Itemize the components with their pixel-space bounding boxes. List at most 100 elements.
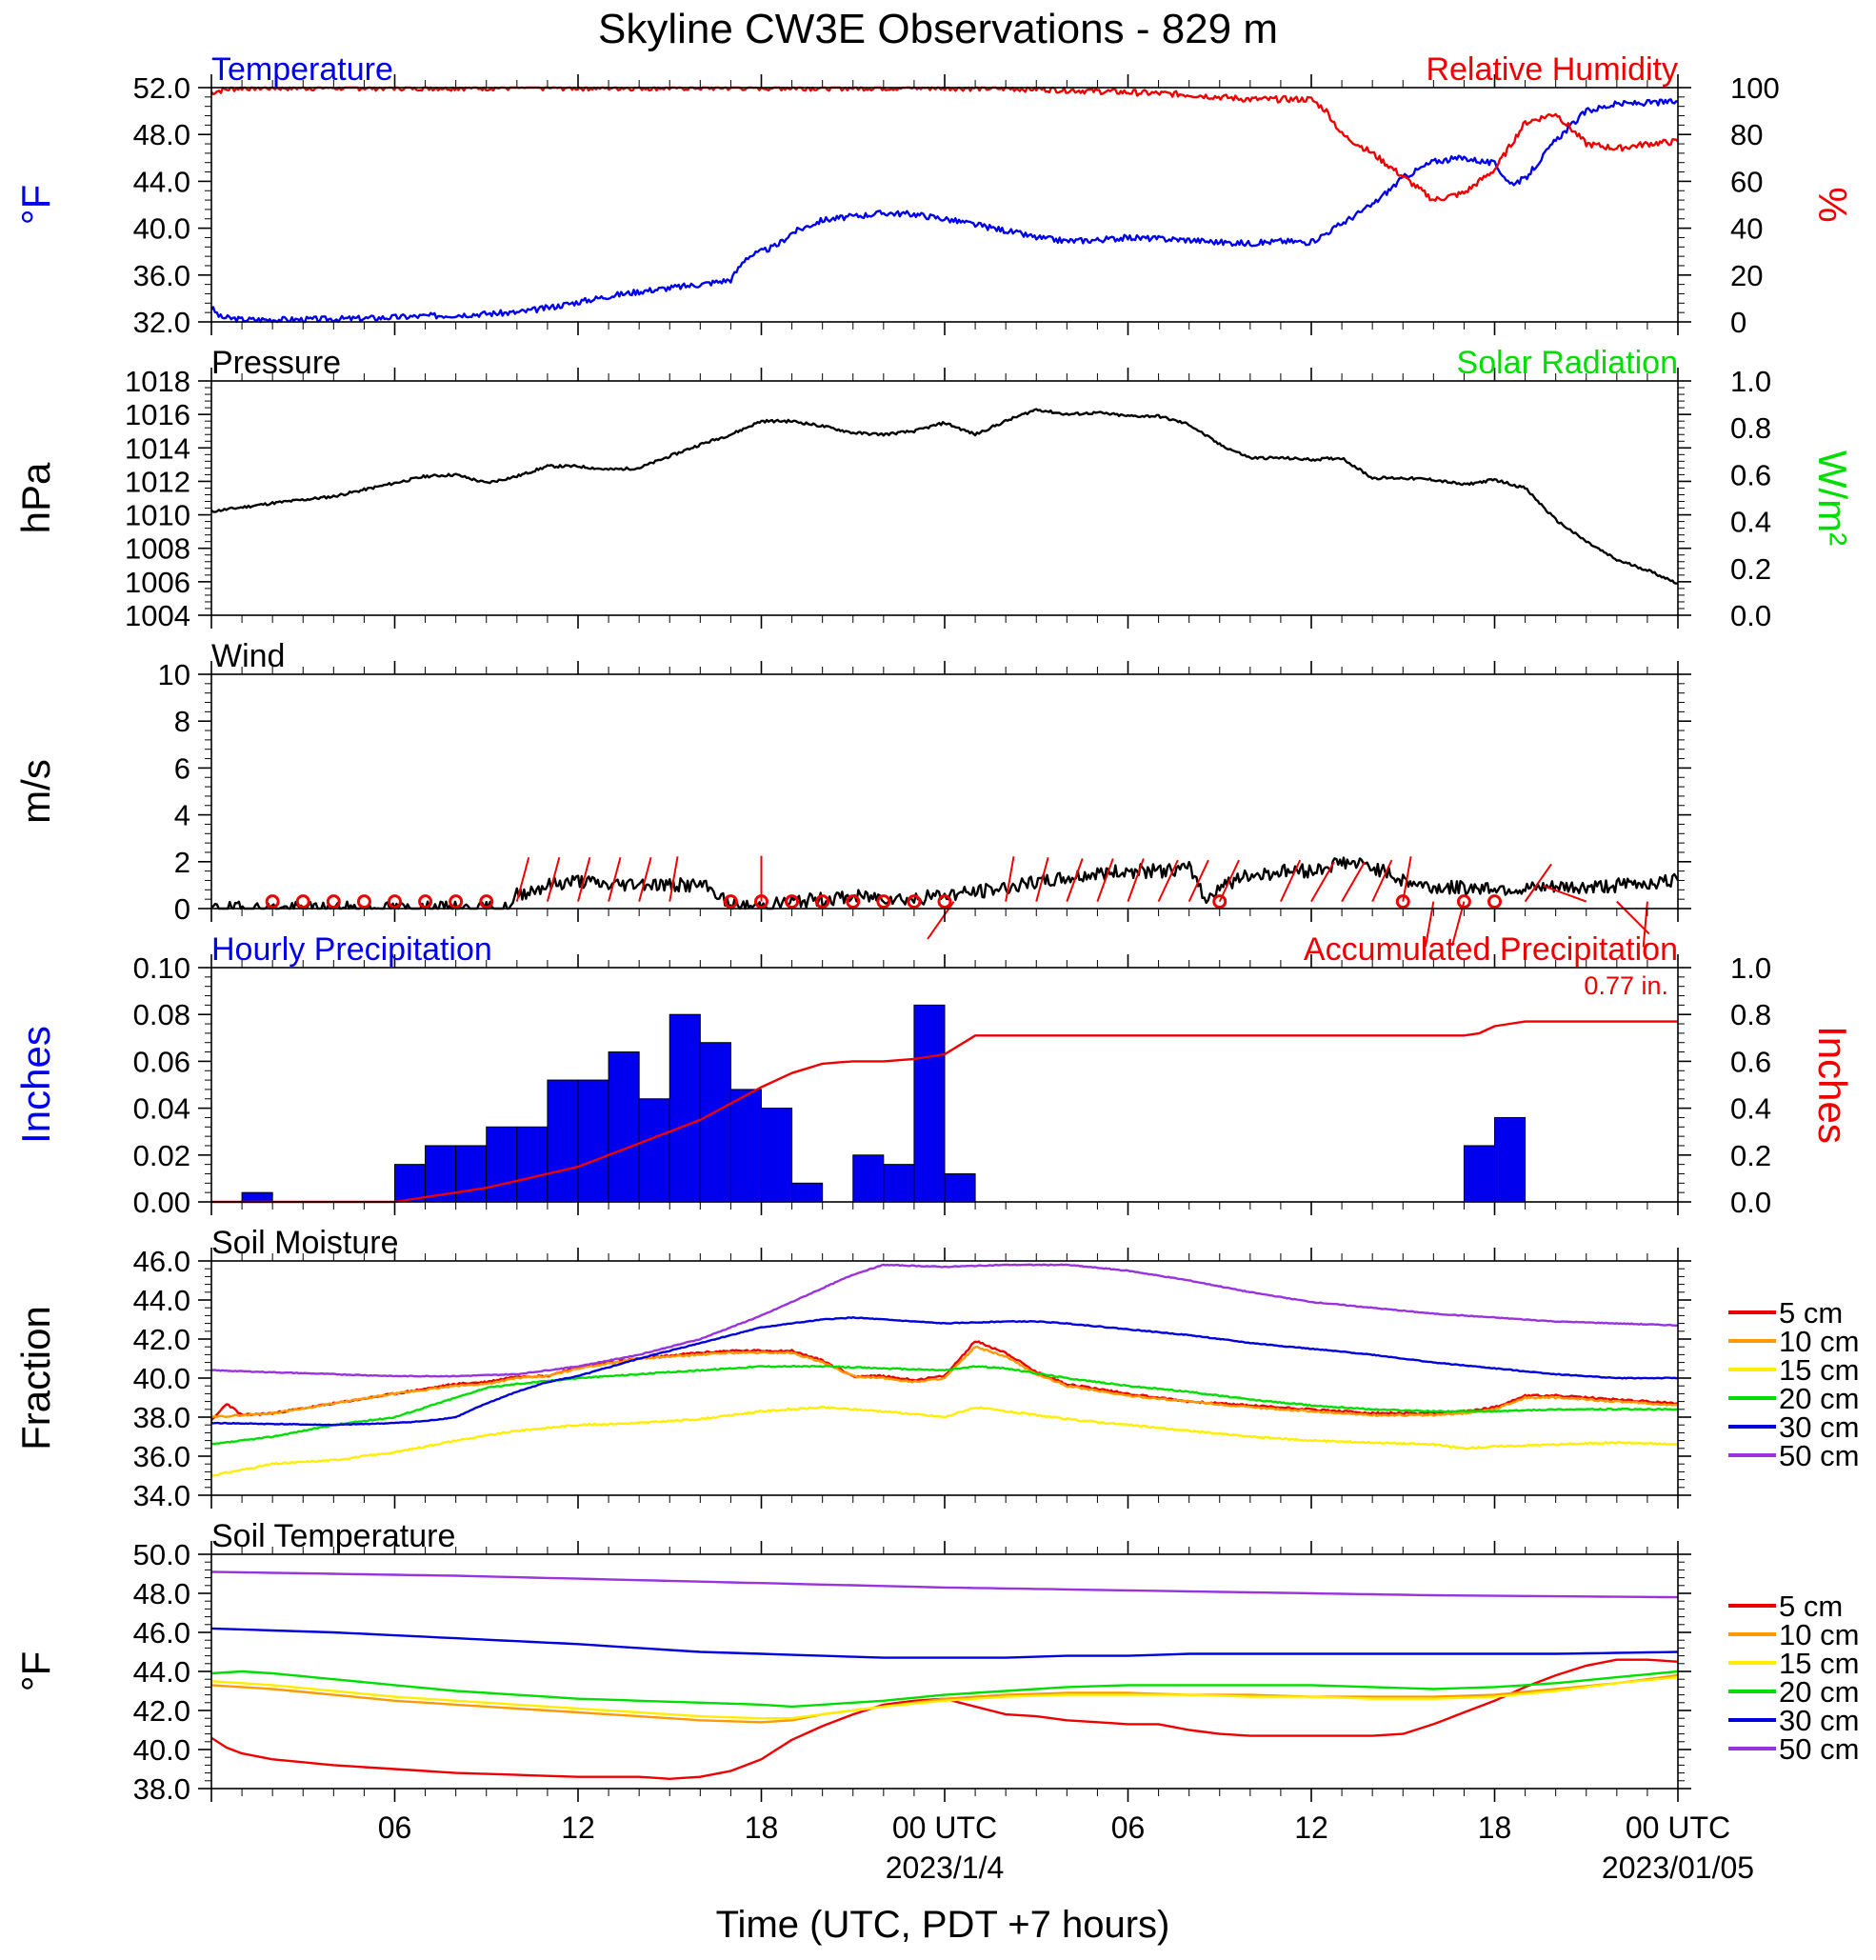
calm-wind-circle [1456, 894, 1471, 910]
wind-barb [1218, 859, 1240, 903]
precip-bar [241, 1191, 273, 1203]
precip-bar [547, 1079, 579, 1203]
y-tick-label-right: 40 [1730, 212, 1763, 246]
precip-title-right: Accumulated Precipitation [1304, 931, 1678, 968]
temp_rh-frame [210, 87, 1679, 323]
precip-bar [394, 1164, 427, 1203]
y-tick-label: 6 [174, 751, 190, 785]
soil_moisture-series-line [210, 1364, 1679, 1446]
y-tick-label: 48.0 [133, 1577, 190, 1610]
temp_rh-series-line [210, 86, 1679, 202]
y-tick-label: 44.0 [133, 165, 190, 198]
wind-barb [1066, 858, 1084, 902]
y-tick-label: 2 [174, 846, 190, 879]
y-tick-label: 10 [158, 658, 190, 691]
y-tick-label: 44.0 [133, 1655, 190, 1689]
precip-bar [1463, 1145, 1495, 1203]
x-tick-label: 00 UTC [892, 1810, 997, 1845]
y-tick-label: 1008 [125, 532, 190, 566]
wind-barb [1341, 861, 1366, 903]
pressure-title-left: Pressure [211, 345, 341, 381]
y-tick-label: 8 [174, 705, 190, 738]
panel-wind: 10 8 6 4 2 0 Wind m/s [13, 638, 1691, 948]
soil_temp-frame [210, 1553, 1679, 1790]
wind-barb [546, 856, 561, 902]
y-tick-label-right: 0.2 [1730, 1139, 1771, 1172]
y-tick-label: 52.0 [133, 71, 190, 105]
soil_temp-series-line [210, 1570, 1679, 1599]
precip-title-left: Hourly Precipitation [211, 931, 492, 968]
legend-label: 20 cm [1779, 1675, 1859, 1709]
y-tick-label: 32.0 [133, 306, 190, 339]
soil_moisture-title-left: Soil Moisture [211, 1225, 399, 1261]
y-tick-label: 34.0 [133, 1479, 190, 1512]
precip-bar [729, 1089, 763, 1203]
x-tick-date-label: 2023/01/05 [1602, 1850, 1754, 1885]
wind-barb [1543, 885, 1587, 903]
precip-bar [638, 1098, 670, 1203]
wind-barb [638, 856, 652, 902]
total-precip-annotation: 0.77 in. [1584, 971, 1668, 1000]
y-tick-label-right: 80 [1730, 118, 1763, 151]
wind-barb [608, 856, 622, 902]
soil_moisture-series-line [211, 1263, 1679, 1378]
x-tick-label: 06 [378, 1810, 412, 1845]
pressure-ylabel-left: hPa [13, 462, 58, 533]
y-tick-label: 40.0 [133, 1362, 190, 1395]
soil_temp-series-line [210, 1675, 1679, 1720]
legend-label: 10 cm [1779, 1618, 1859, 1651]
y-tick-label-right: 100 [1730, 71, 1780, 105]
y-tick-label: 38.0 [133, 1772, 190, 1806]
legend-label: 15 cm [1779, 1647, 1859, 1680]
calm-wind-circle [846, 894, 861, 910]
y-tick-label-right: 60 [1730, 165, 1763, 198]
y-tick-label: 1012 [125, 465, 190, 498]
soil_moisture-ylabel-left: Fraction [13, 1306, 58, 1450]
calm-wind-circle [1487, 894, 1502, 910]
temp_rh-ylabel-right: % [1810, 187, 1855, 222]
wind-barb [1310, 861, 1335, 903]
y-tick-label: 0.04 [133, 1092, 190, 1126]
figure-title: Skyline CW3E Observations - 829 m [598, 6, 1278, 52]
wind-barb [577, 856, 591, 902]
wind-barb [1127, 858, 1145, 902]
precip-bar [913, 1004, 946, 1203]
y-tick-label-right: 1.0 [1730, 365, 1771, 398]
calm-wind-circle [907, 894, 922, 910]
soil_temp-ylabel-left: °F [13, 1651, 58, 1691]
precip-ylabel-left: Inches [13, 1026, 58, 1144]
soil_moisture-series-line [210, 1345, 1679, 1419]
x-axis-label: Time (UTC, PDT +7 hours) [716, 1904, 1170, 1946]
y-tick-label: 1010 [125, 499, 190, 532]
y-tick-label: 36.0 [133, 259, 190, 292]
y-tick-label: 1016 [125, 398, 190, 431]
y-tick-label: 40.0 [133, 212, 190, 246]
y-tick-label-right: 0 [1730, 306, 1746, 339]
y-tick-label-right: 0.2 [1730, 552, 1771, 586]
temp_rh-series-line [210, 98, 1679, 324]
precip-bar [486, 1126, 518, 1203]
calm-wind-circle [326, 894, 341, 910]
calm-wind-circle [356, 894, 371, 910]
wind-barb [927, 901, 955, 940]
y-tick-label: 0.06 [133, 1045, 190, 1078]
panel-soil_moisture: 46.0 44.0 42.0 40.0 38.0 36.0 34.0 Soil Moistur… [13, 1225, 1859, 1512]
panel-precip: 0.10 0.08 0.06 0.04 0.02 0.00 1.0 0.8 0.6 0.4 0.2 0… [13, 931, 1855, 1219]
wind-ylabel-left: m/s [13, 759, 58, 824]
soil_temp-series-line [210, 1658, 1679, 1780]
y-tick-label-right: 0.6 [1730, 1045, 1771, 1078]
y-tick-label-right: 0.4 [1730, 506, 1771, 539]
y-tick-label: 46.0 [133, 1245, 190, 1278]
wind-barb [1157, 859, 1179, 903]
calm-wind-circle [418, 894, 433, 910]
legend-label: 30 cm [1779, 1410, 1859, 1444]
y-tick-label-right: 1.0 [1730, 951, 1771, 985]
y-tick-label: 46.0 [133, 1616, 190, 1650]
y-tick-label: 44.0 [133, 1284, 190, 1317]
precip-ylabel-right: Inches [1810, 1026, 1855, 1144]
y-tick-label: 42.0 [133, 1323, 190, 1356]
y-tick-label: 0.10 [133, 951, 190, 985]
